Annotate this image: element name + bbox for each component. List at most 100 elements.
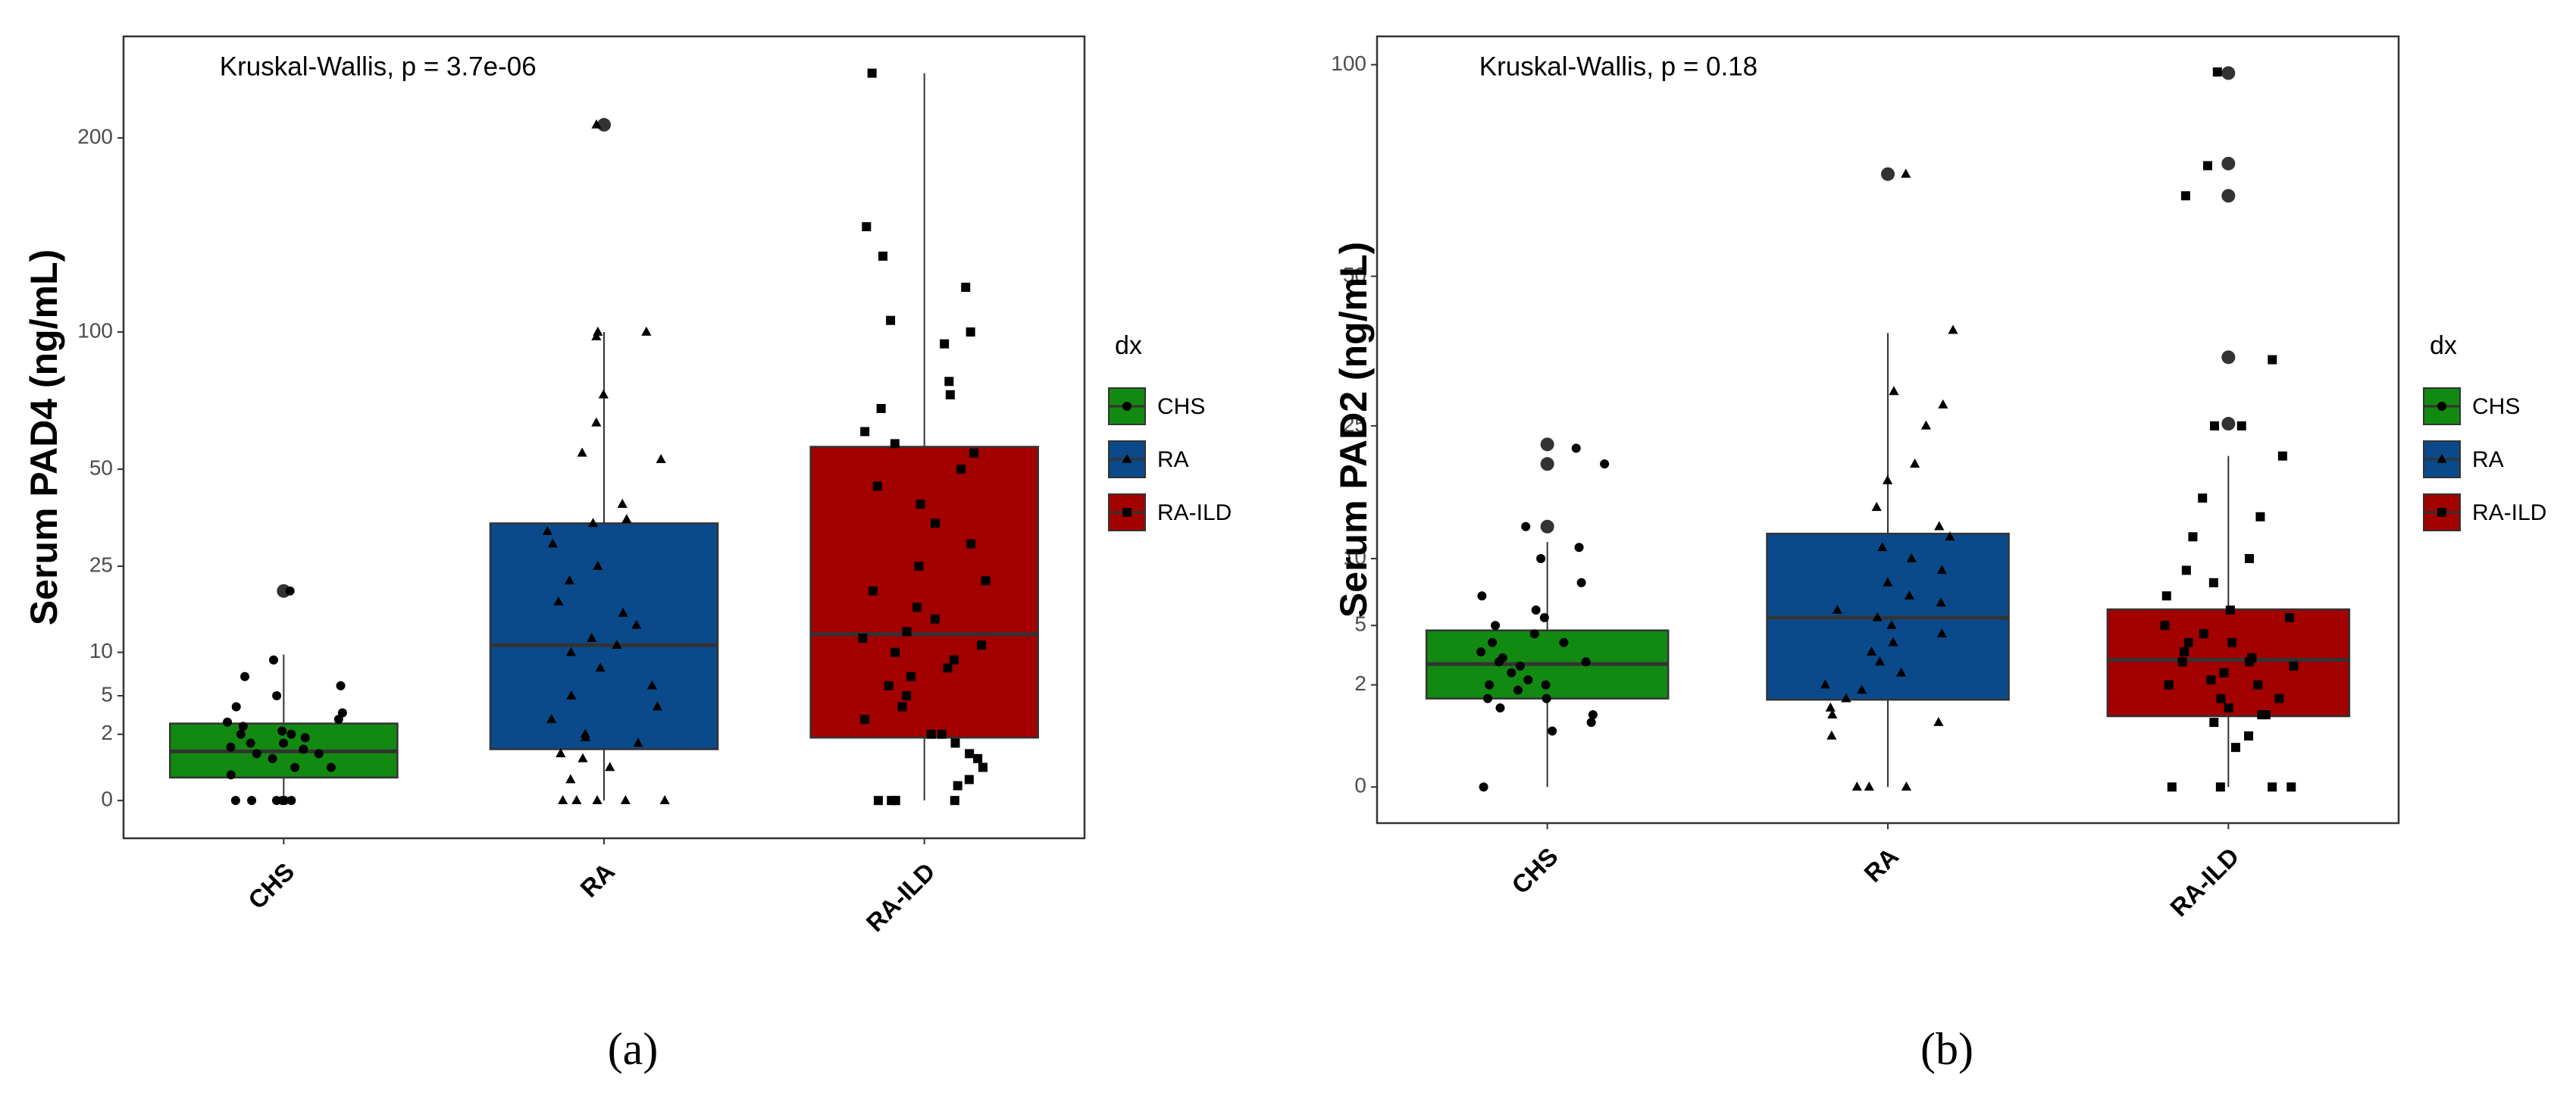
jitter-point xyxy=(286,729,296,739)
jitter-point xyxy=(565,774,576,784)
jitter-point xyxy=(1936,628,1947,637)
jitter-point xyxy=(286,796,296,806)
box xyxy=(489,522,719,750)
jitter-point xyxy=(1871,502,1882,512)
y-tick-label: 25 xyxy=(1343,412,1366,436)
jitter-point xyxy=(577,753,588,762)
jitter-point xyxy=(2268,355,2277,365)
jitter-point xyxy=(876,403,886,413)
jitter-point xyxy=(937,729,947,739)
jitter-point xyxy=(1883,577,1893,587)
jitter-point xyxy=(906,672,916,681)
jitter-point xyxy=(290,762,300,772)
jitter-point xyxy=(1559,637,1569,647)
jitter-point xyxy=(1513,685,1523,695)
jitter-point xyxy=(277,726,287,736)
jitter-point xyxy=(1938,399,1948,409)
y-tick-label: 100 xyxy=(1331,52,1366,75)
jitter-point xyxy=(902,627,912,637)
jitter-point xyxy=(592,794,603,804)
jitter-point xyxy=(593,326,603,336)
legend-marker xyxy=(2437,402,2446,411)
jitter-point xyxy=(571,794,582,804)
jitter-point xyxy=(940,339,950,349)
legend-label: RA-ILD xyxy=(1157,500,1232,525)
jitter-point xyxy=(2268,782,2277,792)
jitter-point xyxy=(902,690,912,700)
outlier xyxy=(2221,156,2236,171)
jitter-point xyxy=(1906,553,1917,562)
legend-label: RA xyxy=(1157,447,1189,472)
jitter-point xyxy=(1581,657,1591,667)
outlier xyxy=(1881,167,1895,181)
outlier xyxy=(2221,350,2236,365)
annotation: Kruskal-Wallis, p = 3.7e-06 xyxy=(220,52,537,81)
jitter-point xyxy=(557,794,568,804)
jitter-point xyxy=(1542,694,1551,703)
jitter-point xyxy=(271,796,281,806)
jitter-point xyxy=(2167,782,2177,792)
jitter-point xyxy=(860,427,870,437)
jitter-point xyxy=(2206,675,2216,685)
jitter-point xyxy=(914,562,924,571)
outlier xyxy=(1540,519,1554,534)
jitter-point xyxy=(591,331,602,341)
jitter-point xyxy=(1521,521,1531,531)
jitter-point xyxy=(926,729,936,739)
jitter-point xyxy=(2286,782,2296,792)
jitter-point xyxy=(246,738,255,748)
y-tick-label: 0 xyxy=(1354,774,1366,797)
jitter-point xyxy=(1498,653,1507,662)
x-tick-label: RA-ILD xyxy=(2164,842,2244,922)
caption: (a) xyxy=(608,1024,659,1074)
jitter-point xyxy=(2225,605,2235,615)
jitter-point xyxy=(656,453,666,463)
jitter-point xyxy=(591,417,602,427)
legend-marker xyxy=(2437,508,2446,517)
jitter-point xyxy=(1491,621,1501,631)
jitter-point xyxy=(969,448,979,458)
jitter-point xyxy=(944,377,954,387)
jitter-point xyxy=(2224,703,2233,712)
jitter-point xyxy=(299,744,308,754)
jitter-point xyxy=(1901,168,1911,178)
jitter-point xyxy=(337,708,347,718)
jitter-point xyxy=(587,632,597,642)
jitter-point xyxy=(1515,661,1525,671)
jitter-point xyxy=(964,775,974,784)
x-tick-label: RA xyxy=(574,857,620,903)
jitter-point xyxy=(867,68,877,78)
jitter-point xyxy=(2261,710,2271,720)
jitter-point xyxy=(631,619,642,629)
legend-label: RA xyxy=(2472,447,2504,472)
jitter-point xyxy=(1920,420,1932,430)
jitter-point xyxy=(641,326,652,336)
jitter-point xyxy=(1882,474,1893,484)
jitter-point xyxy=(591,119,602,129)
jitter-point xyxy=(916,499,925,509)
jitter-point xyxy=(2277,451,2287,461)
jitter-point xyxy=(553,596,564,606)
jitter-point xyxy=(2160,621,2170,631)
jitter-point xyxy=(285,586,295,596)
jitter-point xyxy=(1936,565,1947,575)
outlier xyxy=(2221,66,2236,80)
jitter-point xyxy=(2164,680,2174,690)
jitter-point xyxy=(2236,421,2246,431)
y-axis-label: Serum PAD4 (ng/mL) xyxy=(23,249,65,625)
jitter-point xyxy=(268,753,277,763)
jitter-point xyxy=(1933,716,1944,726)
jitter-point xyxy=(873,796,883,806)
jitter-point xyxy=(966,327,975,337)
jitter-point xyxy=(565,647,577,656)
legend-marker xyxy=(1122,453,1132,463)
jitter-point xyxy=(577,447,587,457)
jitter-point xyxy=(556,748,566,758)
outlier xyxy=(2221,417,2236,431)
jitter-point xyxy=(652,701,662,711)
y-tick-label: 50 xyxy=(89,456,113,479)
jitter-point xyxy=(1574,543,1584,553)
jitter-point xyxy=(564,575,575,585)
outlier xyxy=(2221,189,2236,203)
jitter-point xyxy=(2180,191,2190,201)
